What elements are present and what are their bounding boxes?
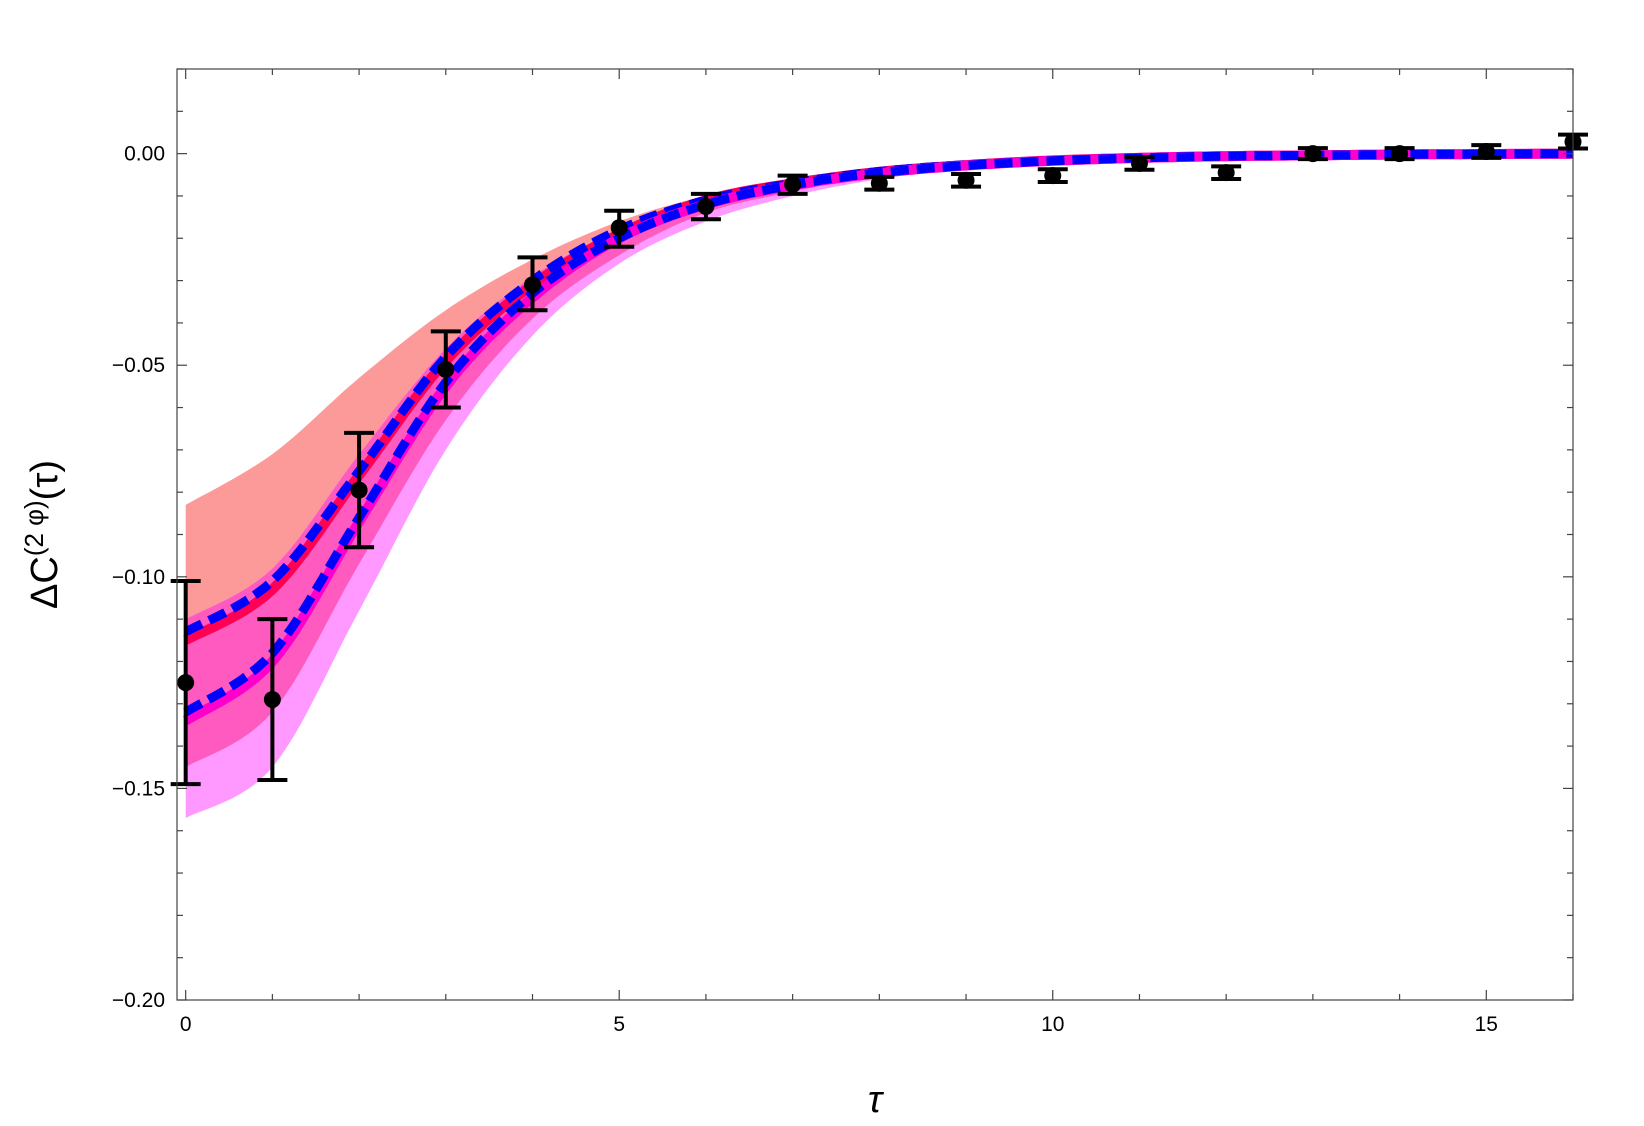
point-marker — [1044, 167, 1062, 185]
data-points — [170, 132, 1588, 787]
point-marker — [350, 481, 368, 499]
y-tick-label: −0.05 — [112, 354, 165, 377]
dashed-fit-line — [183, 149, 1573, 717]
data-point — [777, 173, 808, 196]
data-point — [170, 579, 201, 787]
axes: 0 5 10 15 0.00 −0.05 −0.10 −0.15 −0.20 — [112, 68, 1574, 1036]
point-marker — [784, 176, 802, 194]
point-marker — [1477, 143, 1495, 161]
data-point — [604, 208, 635, 249]
y-label-main: ΔC — [24, 556, 66, 609]
data-point — [344, 430, 375, 550]
uncertainty-band — [185, 153, 1573, 818]
y-tick-label: −0.20 — [112, 989, 165, 1012]
point-marker — [870, 174, 888, 192]
point-marker — [524, 276, 542, 294]
point-marker — [263, 691, 281, 709]
y-tick-label: −0.10 — [112, 566, 165, 589]
data-point — [690, 191, 721, 222]
data-point — [951, 171, 982, 189]
x-tick-label: 10 — [1041, 1013, 1064, 1036]
y-label-sup: (2 φ) — [19, 500, 49, 556]
x-tick-label: 0 — [180, 1013, 192, 1036]
point-marker — [697, 198, 715, 216]
point-marker — [957, 171, 975, 189]
uncertainty-band — [185, 153, 1573, 620]
x-tick-label: 5 — [613, 1013, 625, 1036]
point-marker — [1391, 145, 1409, 163]
data-point — [1124, 154, 1155, 172]
fit-curves — [183, 148, 1573, 725]
data-point — [1297, 145, 1328, 163]
point-marker — [1217, 164, 1235, 182]
data-point — [1037, 167, 1068, 185]
data-point — [864, 174, 895, 192]
point-marker — [610, 219, 628, 237]
point-marker — [1304, 145, 1322, 163]
data-point — [1384, 145, 1415, 163]
y-axis-label: ΔC(2 φ)(τ) — [19, 460, 66, 609]
y-label-tail: (τ) — [24, 460, 66, 500]
data-point — [1211, 164, 1242, 182]
x-axis-label: τ — [868, 1079, 885, 1121]
point-marker — [437, 360, 455, 378]
confidence-bands — [185, 153, 1573, 818]
data-point — [517, 255, 548, 313]
point-marker — [177, 674, 195, 692]
data-point — [1471, 143, 1502, 161]
data-point — [430, 329, 461, 410]
x-tick-label: 15 — [1475, 1013, 1498, 1036]
y-tick-label: −0.15 — [112, 777, 165, 800]
y-tick-label: 0.00 — [124, 143, 165, 166]
data-point — [257, 617, 288, 782]
point-marker — [1130, 154, 1148, 172]
